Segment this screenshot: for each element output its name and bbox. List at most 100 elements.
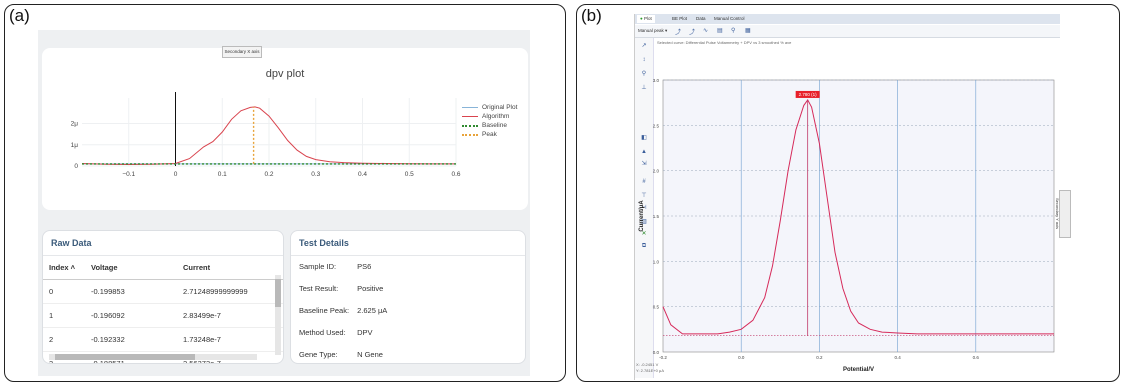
- detail-gene-type: Gene Type: N Gene: [291, 344, 525, 363]
- zoom-icon[interactable]: ⚲: [641, 71, 647, 77]
- tab-label: Data: [696, 16, 706, 21]
- cell-index: 2: [43, 327, 85, 352]
- copy-icon[interactable]: ⧉: [641, 243, 647, 249]
- tab-label: Plot: [643, 16, 652, 21]
- y-tick-label: 1μ: [71, 142, 79, 149]
- baseline-icon[interactable]: ∿: [703, 28, 709, 34]
- axis-y-icon[interactable]: ⊣: [641, 205, 647, 211]
- tab-manual-control[interactable]: Manual Control: [711, 15, 748, 23]
- selected-curve-status: Selected curve: Differential Pulse Volta…: [657, 40, 792, 45]
- detail-value: N Gene: [357, 350, 383, 359]
- table-header-row: Index ˄ Voltage Current: [43, 256, 283, 280]
- cell-voltage: -0.196092: [85, 303, 177, 328]
- detail-key: Method Used:: [299, 328, 346, 337]
- chart-icon[interactable]: ▲: [641, 149, 647, 155]
- legend-icon[interactable]: ▥: [641, 219, 647, 225]
- toolbar: Manual peak ▾ ⤴ ⤴ ∿ ▤ ⚲ ▦: [635, 25, 1060, 38]
- export-icon[interactable]: ⇲: [641, 161, 647, 167]
- y-tick-label: 2μ: [71, 121, 79, 128]
- legend-swatch: [462, 107, 478, 108]
- panel-b-label: (b): [581, 6, 602, 25]
- tab-bar: ● Plot BE Plot Data Manual Control: [635, 14, 1060, 24]
- plot-tab-icon: ●: [640, 16, 643, 21]
- plot-legend[interactable]: Original Plot Algorithm Baseline Peak: [462, 103, 517, 139]
- dpv-plot-svg[interactable]: −0.1 0 0.1 0.2 0.3 0.4 0.5 0.6 0 1μ 2μ: [42, 48, 528, 210]
- tab-plot[interactable]: ● Plot: [637, 15, 655, 23]
- horizontal-scrollbar[interactable]: [49, 354, 257, 360]
- raw-data-header: Raw Data: [43, 231, 283, 256]
- legend-swatch: [462, 124, 478, 127]
- panel-a-label: (a): [9, 6, 30, 25]
- cell-index: 0: [43, 279, 85, 304]
- vertical-scroll-thumb[interactable]: [275, 279, 281, 307]
- x-tick-label: 0: [174, 171, 178, 178]
- tab-label: BE Plot: [672, 16, 688, 21]
- x-tick-label: 0.6: [451, 171, 460, 178]
- detail-sample-id: Sample ID: PS6: [291, 256, 525, 278]
- layer-icon[interactable]: ◧: [641, 135, 647, 141]
- cell-index: 1: [43, 303, 85, 328]
- tab-label: Manual Control: [714, 16, 745, 21]
- detail-method-used: Method Used: DPV: [291, 322, 525, 344]
- column-header-current[interactable]: Current: [177, 256, 283, 280]
- plot-title: dpv plot: [265, 68, 305, 80]
- test-details-card: Test Details Sample ID: PS6 Test Result:…: [290, 230, 526, 364]
- table-row[interactable]: 0 -0.199853 2.71248999999999: [43, 279, 283, 304]
- x-tick-label: 0.5: [405, 171, 414, 178]
- horizontal-scroll-thumb[interactable]: [55, 354, 195, 360]
- raw-data-table: Index ˄ Voltage Current 0 -0.199853 2.7124…: [43, 256, 283, 363]
- detail-key: Test Result:: [299, 284, 339, 293]
- grid-icon[interactable]: #: [642, 179, 646, 185]
- detail-value: Positive: [357, 284, 384, 293]
- legend-label: Peak: [482, 131, 497, 138]
- dpv-plot-card: dpv plot −0.1 0 0.1 0.2 0.3 0.4 0.5 0.6 0 1μ 2μ Or…: [42, 48, 528, 210]
- vertical-scrollbar[interactable]: [275, 275, 281, 355]
- peak-add-icon[interactable]: ⤴: [689, 30, 696, 36]
- cell-voltage: -0.199853: [85, 279, 177, 304]
- detail-key: Gene Type:: [299, 350, 338, 359]
- excel-icon[interactable]: ✕: [641, 231, 647, 237]
- axis-x-icon[interactable]: ⊤: [641, 193, 647, 199]
- table-icon[interactable]: ▤: [717, 28, 723, 34]
- detail-value: PS6: [357, 262, 372, 271]
- axis-icon[interactable]: ⊥: [641, 85, 647, 91]
- scale-icon[interactable]: ↕: [642, 57, 646, 63]
- table-row[interactable]: 2 -0.192332 1.73248e-7: [43, 327, 283, 352]
- left-toolbar: ↗ ↕ ⚲ ⊥ ◧ ▲ ⇲ # ⊤ ⊣ ▥ ✕ ⧉: [635, 38, 654, 378]
- x-tick-label: 0.1: [218, 171, 227, 178]
- detail-value: 2.625 μA: [357, 306, 388, 315]
- column-header-voltage[interactable]: Voltage: [85, 256, 177, 280]
- secondary-y-axis-tab[interactable]: Secondary Y axis: [1055, 190, 1071, 238]
- series-algorithm: [81, 106, 456, 166]
- tab-data[interactable]: Data: [693, 15, 709, 23]
- table-row[interactable]: 1 -0.196092 2.83499e-7: [43, 303, 283, 328]
- legend-item-algorithm[interactable]: Algorithm: [462, 112, 517, 121]
- detail-key: Sample ID:: [299, 262, 337, 271]
- cell-current: 2.71248999999999: [177, 279, 283, 304]
- column-header-index[interactable]: Index ˄: [43, 256, 85, 280]
- detail-value: DPV: [357, 328, 373, 337]
- secondary-x-axis-button[interactable]: Secondary X axis: [222, 46, 262, 58]
- detail-key: Baseline Peak:: [299, 306, 350, 315]
- manual-peak-dropdown[interactable]: Manual peak ▾: [638, 28, 668, 33]
- raw-data-card: Raw Data Index ˄ Voltage Current 0 -0.199…: [42, 230, 284, 364]
- x-tick-label: −0.1: [122, 171, 135, 178]
- legend-item-peak[interactable]: Peak: [462, 130, 517, 139]
- secondary-y-axis-label: Secondary Y axis: [1054, 198, 1060, 229]
- chart-icon[interactable]: ▦: [745, 28, 751, 34]
- software-window: ● Plot BE Plot Data Manual Control Manua…: [634, 14, 1060, 380]
- x-tick-label: 0.4: [358, 171, 367, 178]
- legend-label: Baseline: [482, 122, 507, 129]
- pointer-icon[interactable]: ↗: [641, 43, 647, 49]
- legend-item-baseline[interactable]: Baseline: [462, 121, 517, 130]
- legend-label: Original Plot: [482, 104, 518, 111]
- cell-voltage: -0.192332: [85, 327, 177, 352]
- legend-swatch: [462, 116, 478, 117]
- tab-be-plot[interactable]: BE Plot: [669, 15, 690, 23]
- zoom-icon[interactable]: ⚲: [731, 28, 736, 34]
- test-details-header: Test Details: [291, 231, 525, 256]
- peak-tool-icon[interactable]: ⤴: [675, 30, 682, 36]
- detail-test-result: Test Result: Positive: [291, 278, 525, 300]
- cell-current: 1.73248e-7: [177, 327, 283, 352]
- legend-item-original[interactable]: Original Plot: [462, 103, 517, 112]
